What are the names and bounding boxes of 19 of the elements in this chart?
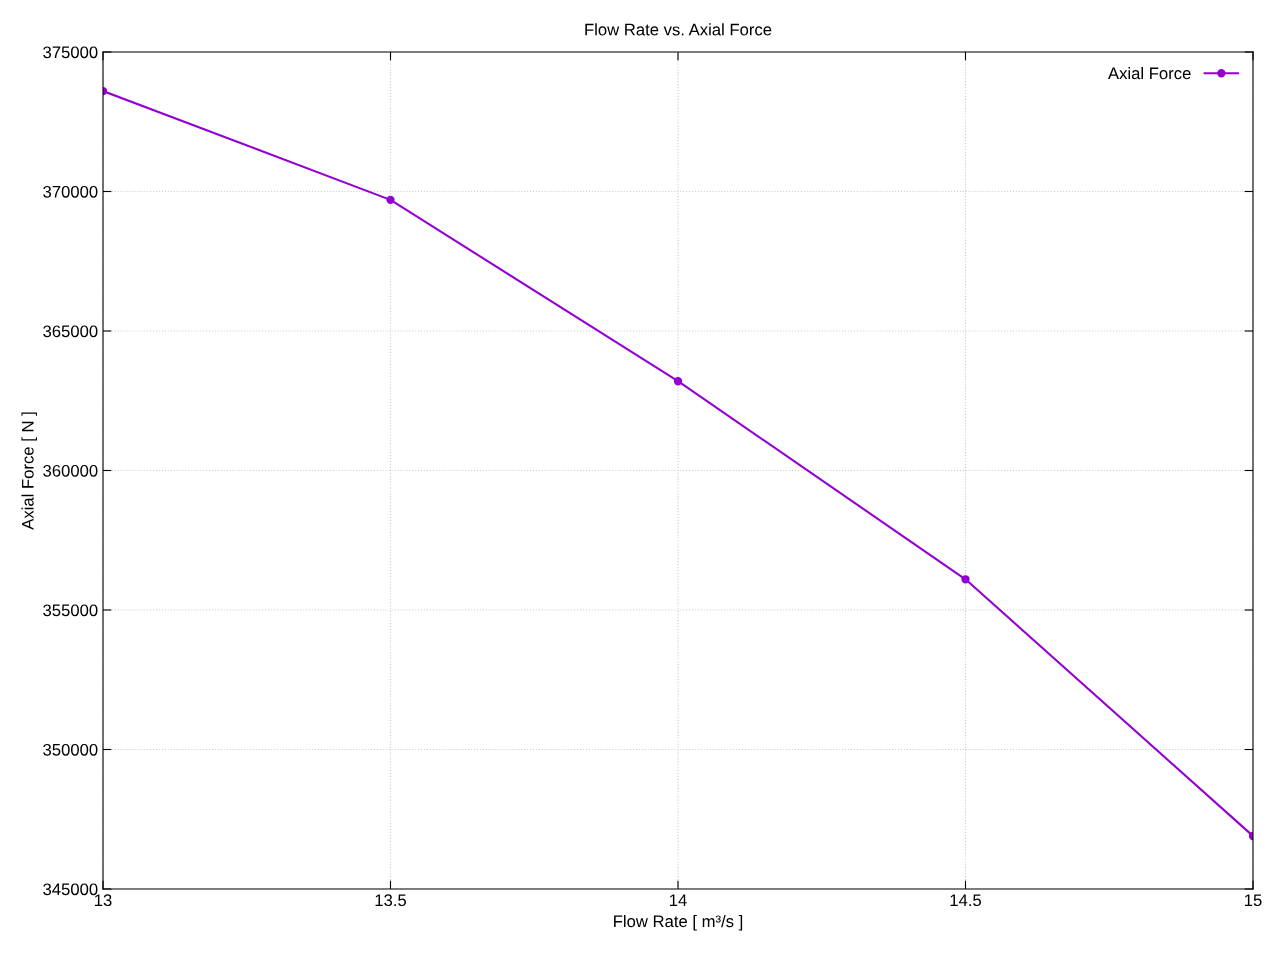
chart-title: Flow Rate vs. Axial Force [585,23,772,36]
point [961,575,970,584]
y-tick-label: 370000 [43,185,98,198]
y-tick-label: 375000 [43,46,98,59]
point [386,195,395,205]
y-tick-label: 350000 [43,743,98,756]
x-axis-title: Flow Rate [ m³/s ] [614,914,743,931]
x-tick-label: 14 [670,894,687,906]
x-tick-label: 13.5 [375,894,407,907]
y-axis-title: Axial Force [ N ] [21,412,37,530]
point [673,377,683,386]
y-tick-label: 355000 [43,604,98,617]
x-tick-label: 14.5 [950,894,982,907]
legend-label: Axial Force [1108,67,1191,80]
y-tick-label: 345000 [43,883,98,896]
x-tick-label: 13 [95,894,112,907]
x-tick-label: 15 [1245,894,1262,907]
y-tick-label: 360000 [43,464,98,477]
y-tick-label: 365000 [43,325,98,338]
